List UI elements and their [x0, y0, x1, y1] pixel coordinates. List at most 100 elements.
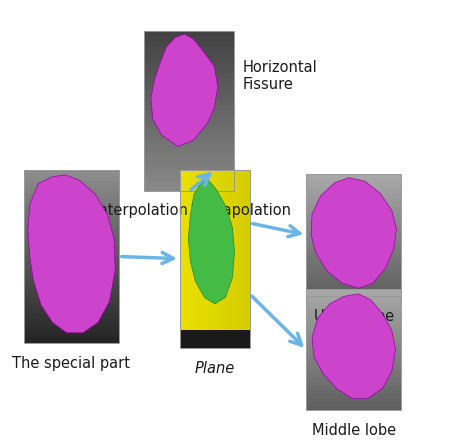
Bar — [238, 170, 241, 333]
Bar — [306, 289, 401, 410]
Bar — [234, 170, 236, 333]
Bar — [144, 95, 234, 100]
Polygon shape — [188, 179, 235, 304]
Bar — [245, 170, 247, 333]
Bar — [144, 79, 234, 84]
Bar — [306, 275, 401, 279]
Bar — [306, 358, 401, 362]
Text: Interpolation: Interpolation — [95, 203, 189, 218]
Bar — [236, 170, 238, 333]
Bar — [306, 255, 401, 259]
Bar — [227, 170, 229, 333]
Bar — [224, 170, 227, 333]
Bar — [203, 170, 206, 333]
Bar — [306, 283, 401, 287]
Text: The special part: The special part — [12, 356, 130, 371]
Bar — [144, 68, 234, 74]
Bar — [24, 320, 119, 326]
Bar — [243, 170, 245, 333]
Bar — [306, 206, 401, 210]
Bar — [306, 325, 401, 329]
Bar — [306, 174, 401, 178]
Bar — [180, 330, 250, 348]
Bar — [24, 274, 119, 280]
Bar — [306, 239, 401, 243]
Bar — [306, 370, 401, 374]
Bar — [306, 321, 401, 325]
Bar — [24, 257, 119, 262]
Bar — [306, 390, 401, 394]
Bar — [306, 301, 401, 305]
Bar — [144, 31, 234, 191]
Bar — [306, 259, 401, 263]
Bar — [24, 309, 119, 314]
Bar — [24, 303, 119, 309]
Bar — [306, 214, 401, 218]
Bar — [144, 58, 234, 63]
Bar — [306, 378, 401, 382]
Bar — [222, 170, 224, 333]
Bar — [191, 170, 194, 333]
Bar — [144, 106, 234, 111]
Bar — [24, 228, 119, 234]
Bar — [144, 52, 234, 58]
Bar — [144, 181, 234, 186]
Bar — [306, 305, 401, 309]
Bar — [196, 170, 199, 333]
Bar — [180, 170, 250, 333]
Bar — [144, 90, 234, 95]
Bar — [306, 287, 401, 291]
Bar — [219, 170, 222, 333]
Bar — [306, 182, 401, 186]
Bar — [24, 291, 119, 297]
Bar — [24, 285, 119, 291]
Bar — [24, 193, 119, 198]
Bar — [306, 333, 401, 337]
Bar — [306, 374, 401, 378]
Bar — [306, 198, 401, 202]
Bar — [24, 332, 119, 337]
Bar — [144, 159, 234, 165]
Bar — [306, 178, 401, 182]
Bar — [24, 245, 119, 251]
Bar — [306, 289, 401, 293]
Bar — [24, 262, 119, 268]
Bar — [24, 187, 119, 193]
Bar — [306, 341, 401, 346]
Bar — [24, 268, 119, 274]
Bar — [306, 190, 401, 194]
Bar — [241, 170, 243, 333]
Bar — [306, 313, 401, 317]
Bar — [144, 138, 234, 143]
Bar — [306, 293, 401, 297]
Bar — [206, 170, 208, 333]
Bar — [24, 239, 119, 245]
Bar — [189, 170, 191, 333]
Bar — [24, 216, 119, 222]
Bar — [187, 170, 189, 333]
Bar — [306, 346, 401, 350]
Polygon shape — [28, 175, 115, 333]
Bar — [306, 174, 401, 296]
Bar — [144, 100, 234, 106]
Bar — [180, 170, 250, 348]
Bar — [306, 218, 401, 222]
Bar — [24, 181, 119, 187]
Bar — [24, 251, 119, 257]
Bar — [306, 350, 401, 354]
Bar — [144, 186, 234, 191]
Bar — [144, 165, 234, 170]
Bar — [306, 251, 401, 255]
Bar — [24, 234, 119, 239]
Bar — [306, 202, 401, 206]
Bar — [24, 210, 119, 216]
Bar — [201, 170, 203, 333]
Bar — [24, 326, 119, 332]
Bar — [306, 291, 401, 296]
Bar — [144, 154, 234, 159]
Bar — [144, 36, 234, 42]
Bar — [306, 382, 401, 386]
Bar — [306, 297, 401, 301]
Bar — [208, 170, 210, 333]
Bar — [24, 198, 119, 204]
